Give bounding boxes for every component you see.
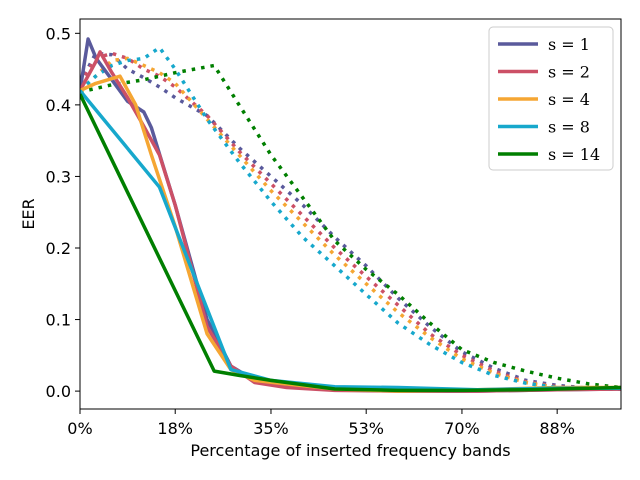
y-tick-label: 0.1 [46,311,71,330]
x-tick-label: 53% [348,419,384,438]
series-s-14-dotted-line [80,63,621,390]
x-tick-label: 70% [444,419,480,438]
legend-label-s-4: s = 4 [548,90,590,109]
x-tick-label: 35% [253,419,289,438]
legend-label-s-14: s = 14 [548,145,600,164]
legend-label-s-8: s = 8 [548,118,590,137]
series-layer [80,37,621,393]
y-tick-label: 0.2 [46,239,71,258]
y-tick-label: 0.5 [46,24,71,43]
legend-label-s-1: s = 1 [548,35,590,54]
x-tick-label: 18% [157,419,193,438]
ticks-layer: 0% 18% 35% 53% 70% 88% 0.0 0.1 0.2 0.3 0.4 0.5 [46,24,575,438]
y-axis-label: EER [19,198,38,229]
plot-frame [79,18,622,410]
series-s-1-dotted-line [80,51,621,391]
series-s-8-dotted-line [80,45,621,391]
x-axis-label: Percentage of inserted frequency bands [190,441,510,460]
y-tick-label: 0.3 [46,167,71,186]
legend-box [488,26,614,171]
legend: s = 1 s = 2 s = 4 s = 8 s = 14 [488,26,614,171]
x-tick-label: 0% [67,419,92,438]
legend-label-s-2: s = 2 [548,63,590,82]
y-tick-label: 0.4 [46,96,71,115]
x-tick-label: 88% [539,419,575,438]
y-tick-label: 0.0 [46,382,71,401]
series-s-2-dotted-line [80,51,621,391]
series-s-14-solid-line [80,93,621,393]
